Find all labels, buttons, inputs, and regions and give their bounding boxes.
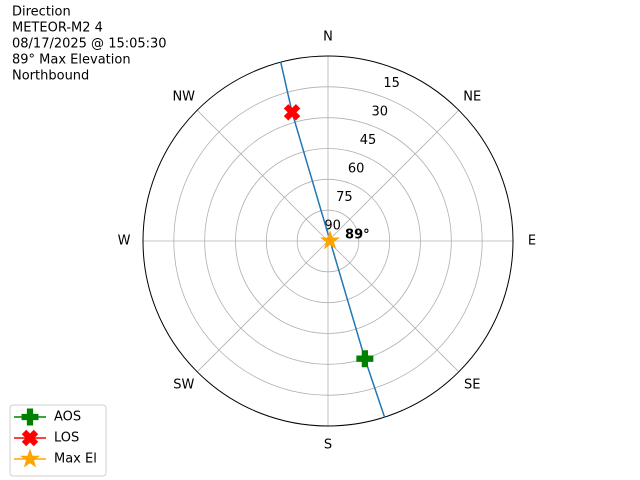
theta-tick-label: W xyxy=(118,234,131,249)
point-x xyxy=(283,104,301,121)
r-tick-label: 75 xyxy=(336,190,353,205)
theta-tick-label: S xyxy=(324,438,332,453)
legend: AOS LOS Max El xyxy=(9,404,107,477)
title-line: METEOR-M2 4 xyxy=(12,21,103,36)
annotation: 89° xyxy=(345,227,370,242)
point-star xyxy=(320,230,341,250)
outer-frame xyxy=(142,55,514,427)
grid-spoke xyxy=(196,240,329,373)
title-line: 08/17/2025 @ 15:05:30 xyxy=(12,37,167,52)
theta-tick-label: SE xyxy=(464,378,480,393)
legend-label: AOS xyxy=(54,410,81,425)
legend-marker xyxy=(19,448,41,468)
grid-spoke xyxy=(196,109,329,242)
r-tick-label: 45 xyxy=(360,133,377,148)
r-tick-label: 60 xyxy=(348,161,365,176)
legend-marker xyxy=(21,408,39,426)
point-plus xyxy=(356,350,374,368)
theta-tick-label: SW xyxy=(173,378,194,393)
theta-tick-label: NE xyxy=(463,89,481,104)
r-tick-label: 15 xyxy=(383,76,400,91)
theta-tick-label: N xyxy=(323,30,333,45)
grid-spoke xyxy=(327,240,460,373)
r-tick-label: 90 xyxy=(324,218,341,233)
title-line: Direction xyxy=(12,5,71,20)
title-line: 89° Max Elevation xyxy=(12,53,131,68)
legend-label: Max El xyxy=(54,452,97,467)
grid-spoke xyxy=(327,109,460,242)
legend-marker xyxy=(21,429,39,447)
legend-label: LOS xyxy=(54,431,79,446)
title-line: Northbound xyxy=(12,69,89,84)
r-tick-label: 30 xyxy=(372,104,389,119)
theta-tick-label: NW xyxy=(172,89,195,104)
theta-tick-label: E xyxy=(528,234,536,249)
